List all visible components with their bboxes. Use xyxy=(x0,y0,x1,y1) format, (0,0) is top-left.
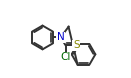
Text: S: S xyxy=(73,40,80,50)
Text: N: N xyxy=(57,32,64,42)
Text: Cl: Cl xyxy=(60,52,71,62)
